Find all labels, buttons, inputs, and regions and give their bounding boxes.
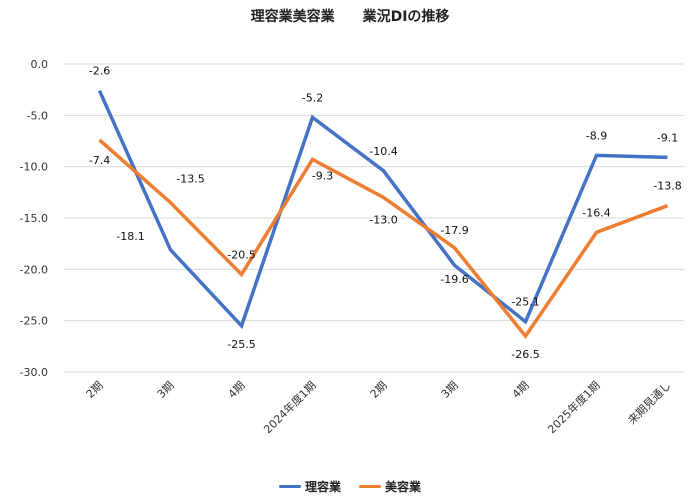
data-label: -25.1 (511, 296, 539, 309)
data-label: -19.6 (440, 273, 468, 286)
y-tick-label: -30.0 (20, 366, 48, 379)
y-tick-label: -5.0 (27, 109, 48, 122)
series-lines (97, 89, 669, 339)
x-tick-label: 2025年度1期 (545, 378, 603, 436)
data-label: -10.4 (369, 145, 397, 158)
chart-title: 理容業美容業 業況DIの推移 (250, 9, 450, 25)
x-tick-label: 4期 (510, 379, 532, 401)
data-label: -13.0 (369, 213, 397, 226)
data-label: -9.1 (657, 131, 678, 144)
data-label: -2.6 (89, 65, 110, 78)
x-tick-label: 来期見通し (626, 379, 674, 427)
series-line[interactable] (98, 138, 669, 339)
data-label: -25.5 (227, 338, 255, 351)
legend-item-riyo[interactable]: 理容業 (278, 478, 341, 495)
y-tick-label: -25.0 (20, 315, 48, 328)
legend-label: 美容業 (385, 480, 422, 494)
series-line[interactable] (97, 89, 668, 330)
data-label: -20.5 (227, 248, 255, 261)
y-axis-ticks: 0.0 -5.0 -10.0 -15.0 -20.0 -25.0 -30.0 (20, 58, 48, 379)
data-label: -13.5 (176, 173, 204, 186)
y-tick-label: -20.0 (20, 263, 48, 276)
legend: 理容業 美容業 (0, 478, 700, 495)
gridlines (64, 63, 684, 373)
x-tick-label: 2期 (368, 379, 390, 401)
x-tick-label: 2024年度1期 (261, 378, 319, 436)
data-label: -17.9 (440, 224, 468, 237)
data-labels: -2.6 -18.1 -25.5 -5.2 -10.4 -19.6 -25.1 -8.9 -9.… (89, 65, 682, 361)
x-tick-label: 3期 (439, 379, 461, 401)
x-tick-label: 3期 (155, 379, 177, 401)
x-axis-ticks: 2期 3期 4期 2024年度1期 2期 3期 4期 2025年度1期 来期見通し (84, 378, 674, 436)
data-label: -16.4 (582, 206, 610, 219)
data-label: -26.5 (511, 348, 539, 361)
data-label: -7.4 (89, 154, 110, 167)
legend-swatch-riyo (278, 485, 301, 488)
data-label: -5.2 (302, 91, 323, 104)
data-label: -8.9 (586, 129, 607, 142)
y-tick-label: 0.0 (31, 58, 49, 71)
legend-swatch-biyo (359, 485, 381, 488)
x-tick-label: 4期 (226, 379, 248, 401)
data-label: -13.8 (653, 180, 681, 193)
legend-label: 理容業 (304, 480, 341, 494)
x-tick-label: 2期 (84, 379, 106, 401)
legend-item-biyo[interactable]: 美容業 (359, 478, 421, 495)
y-tick-label: -15.0 (20, 212, 48, 225)
y-tick-label: -10.0 (20, 161, 48, 174)
data-label: -9.3 (312, 169, 333, 182)
data-label: -18.1 (116, 230, 144, 243)
